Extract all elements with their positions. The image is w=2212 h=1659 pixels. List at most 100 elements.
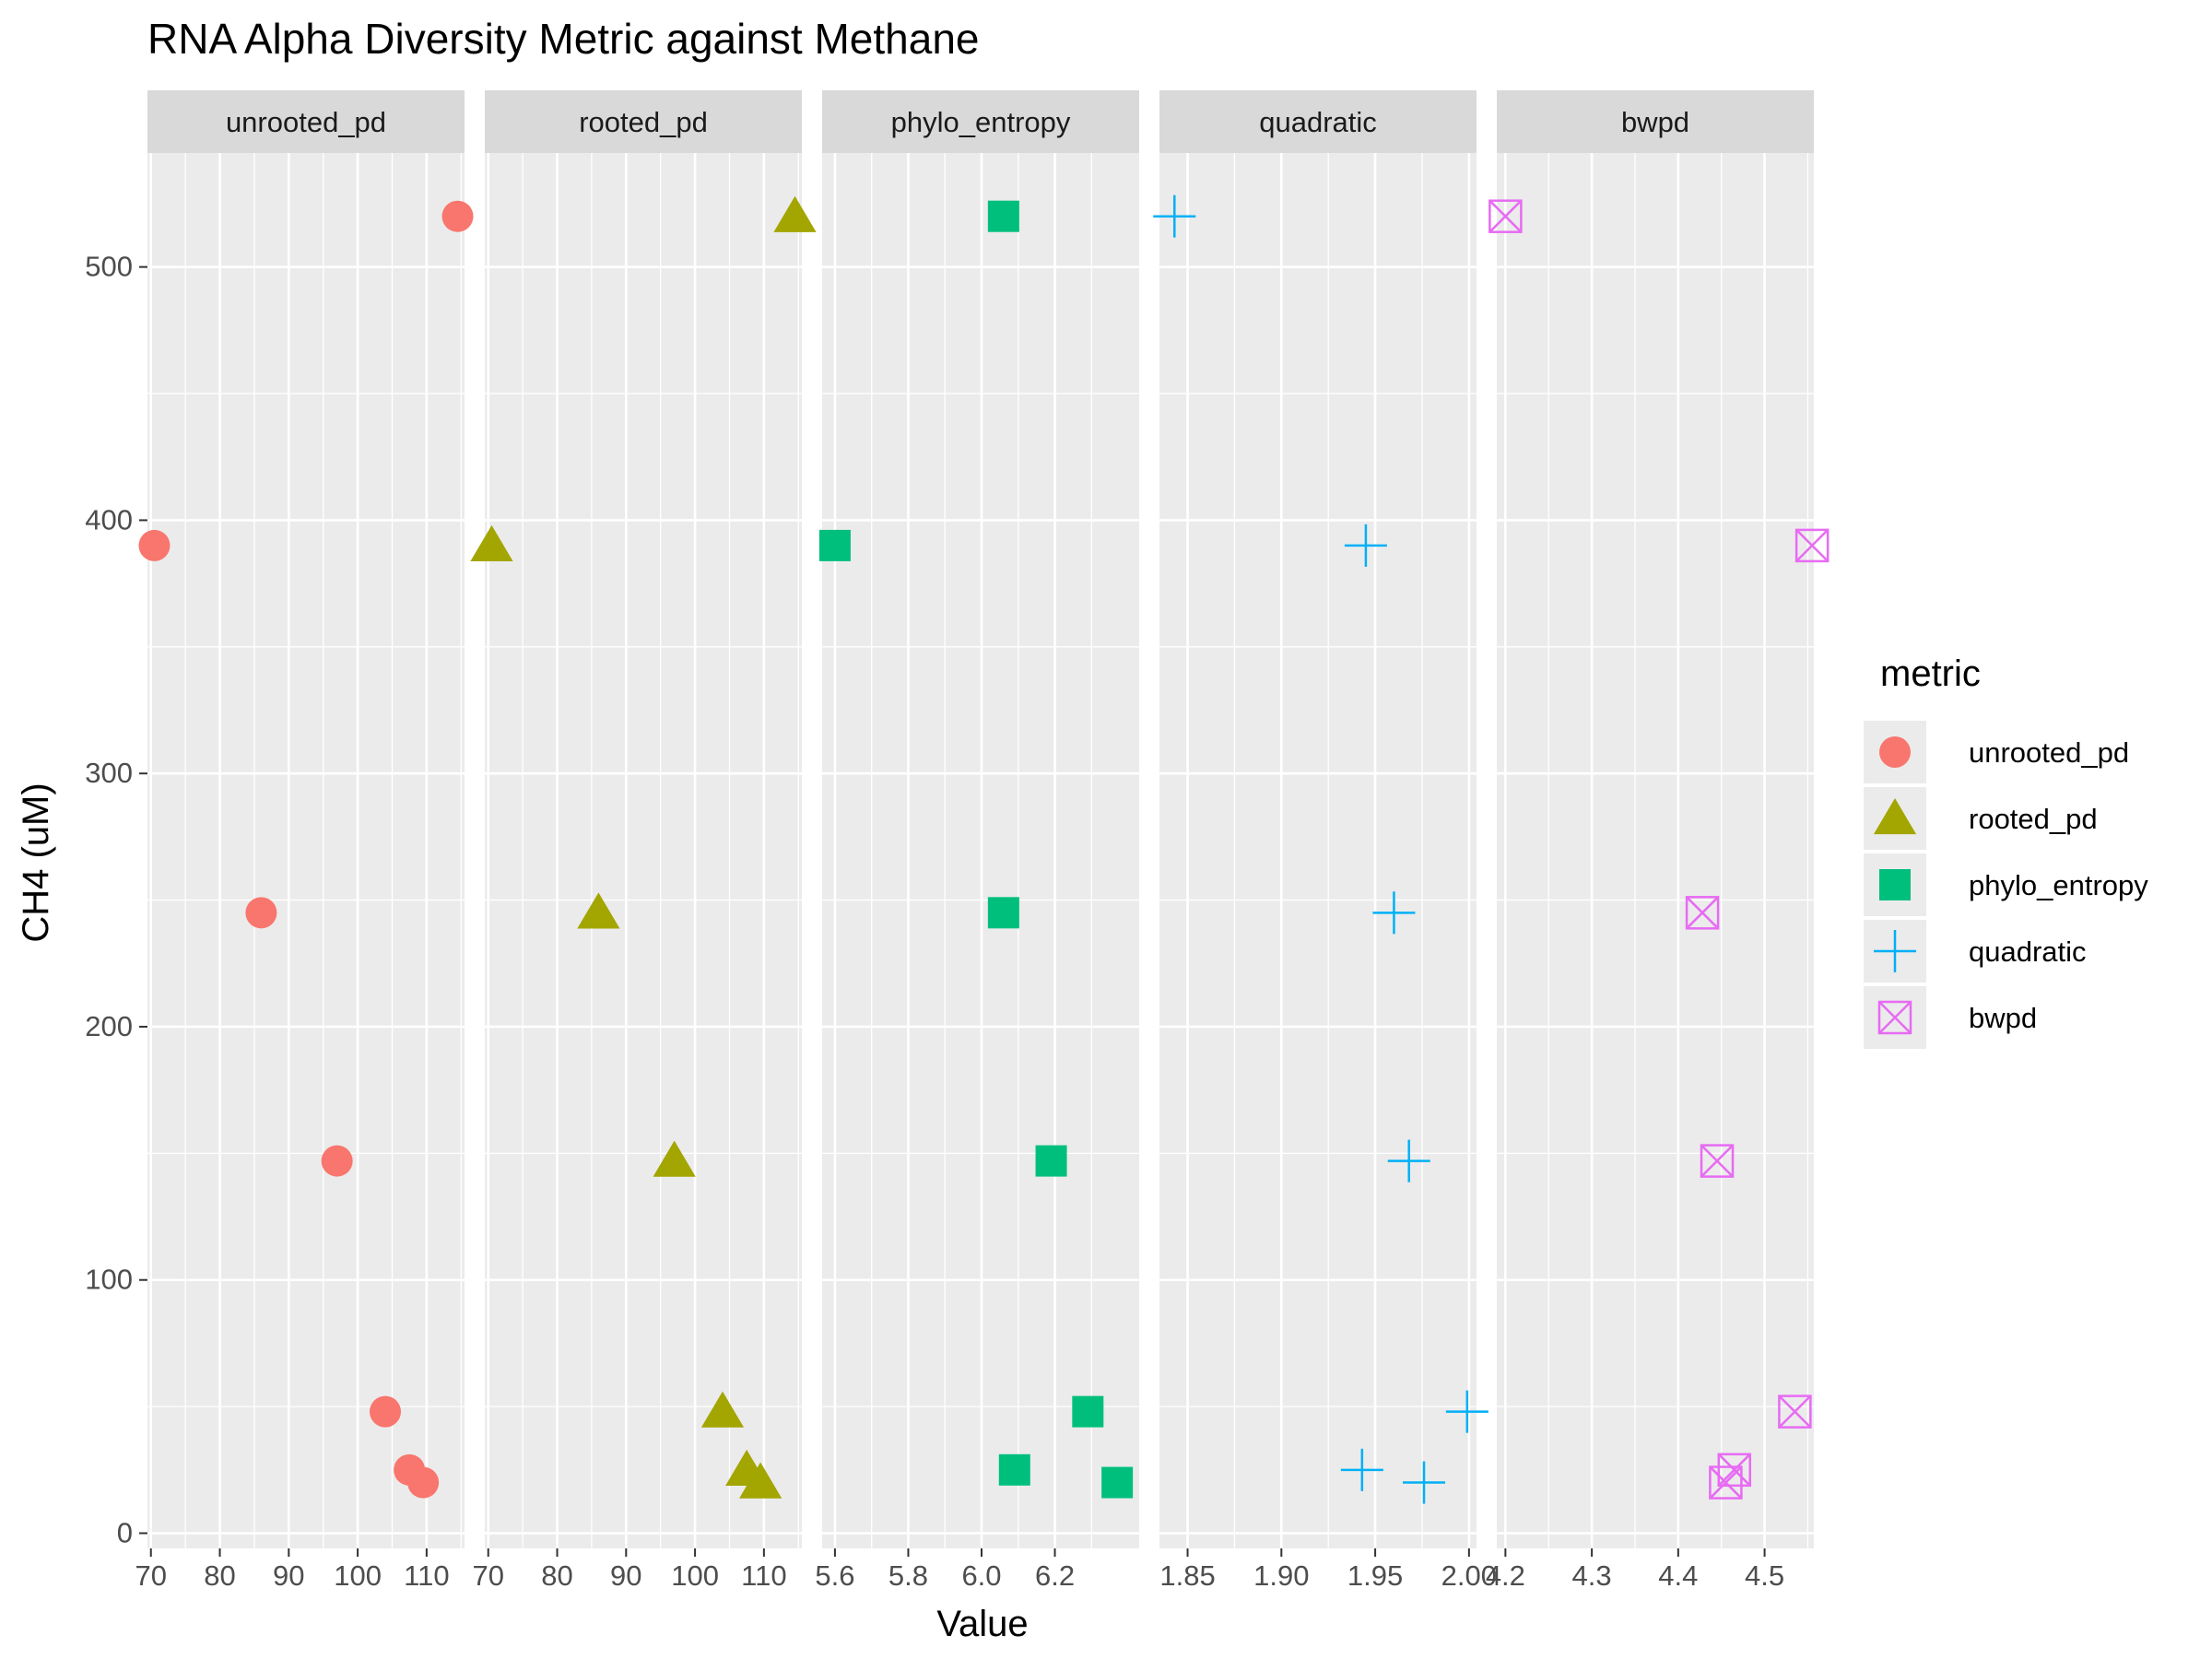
legend-entry-rooted_pd: rooted_pd (1864, 787, 2098, 850)
x-tick-label: 90 (610, 1559, 641, 1592)
y-tick-label: 300 (85, 757, 133, 789)
y-axis: 0 100 200 300 400 500 (85, 251, 147, 1549)
data-point (1344, 524, 1387, 567)
facet-strip-label: rooted_pd (579, 106, 708, 138)
x-tick-label: 1.95 (1347, 1559, 1403, 1592)
data-point (1153, 194, 1196, 238)
legend-entry-bwpd: bwpd (1864, 986, 2037, 1049)
data-point (987, 200, 1019, 232)
data-points-unrooted_pd (138, 200, 474, 1499)
legend-entry-unrooted_pd: unrooted_pd (1864, 721, 2129, 783)
panel-grid (1497, 153, 1814, 1548)
data-point (1372, 891, 1416, 935)
legend-marker (1874, 930, 1916, 972)
facet-strip (485, 90, 802, 153)
x-tick-label: 4.4 (1658, 1559, 1698, 1592)
panel-background (1159, 153, 1477, 1548)
panel-background (485, 153, 802, 1548)
facet-strip-label: quadratic (1259, 106, 1377, 138)
legend-entry-quadratic: quadratic (1864, 920, 2087, 982)
panel-grid (147, 153, 465, 1548)
data-point (1685, 896, 1720, 930)
x-tick-label: 6.0 (961, 1559, 1001, 1592)
legend-title: metric (1880, 653, 1981, 694)
data-points-phylo_entropy (818, 200, 1134, 1499)
x-tick-label: 1.85 (1159, 1559, 1215, 1592)
data-points-quadratic (1153, 194, 1488, 1504)
data-point (138, 529, 171, 561)
facet-panel-unrooted_pd: unrooted_pd 70 80 90 100 110 (135, 90, 474, 1592)
facet-strip (822, 90, 1139, 153)
data-point (1403, 1461, 1446, 1504)
panel-grid (822, 153, 1139, 1548)
panel-background (147, 153, 465, 1548)
data-point (700, 1391, 745, 1428)
data-point (998, 1453, 1030, 1486)
x-tick-label: 4.3 (1572, 1559, 1612, 1592)
facet-panels: unrooted_pd 70 80 90 100 110 rooted_pd 70 80 90 10… (135, 90, 1830, 1592)
data-points-rooted_pd (470, 195, 817, 1499)
legend-marker (1877, 1000, 1912, 1035)
facet-strip-label: unrooted_pd (226, 106, 386, 138)
panel-background (1497, 153, 1814, 1548)
data-point (1035, 1145, 1067, 1177)
y-tick-label: 200 (85, 1010, 133, 1042)
chart-title: RNA Alpha Diversity Metric against Metha… (147, 15, 980, 63)
data-point (441, 200, 474, 232)
y-axis-label: CH4 (uM) (16, 782, 56, 942)
data-point (773, 195, 817, 232)
x-tick-label: 2.00 (1441, 1559, 1497, 1592)
y-tick-label: 400 (85, 503, 133, 535)
x-tick-label: 110 (741, 1559, 786, 1592)
x-tick-label: 100 (671, 1559, 719, 1592)
facet-strip (1159, 90, 1477, 153)
legend-label: bwpd (1969, 1002, 2037, 1034)
x-tick-label: 4.2 (1486, 1559, 1525, 1592)
x-axis-label: Value (936, 1604, 1028, 1644)
x-tick-label: 100 (334, 1559, 382, 1592)
facet-strip-label: bwpd (1621, 106, 1689, 138)
data-point (370, 1395, 401, 1428)
data-point (470, 524, 513, 562)
data-point (321, 1145, 353, 1177)
facet-panel-rooted_pd: rooted_pd 70 80 90 100 110 (470, 90, 817, 1592)
data-point (987, 897, 1019, 929)
x-tick-label: 70 (472, 1559, 503, 1592)
legend-marker (1873, 798, 1917, 835)
x-tick-label: 1.90 (1253, 1559, 1309, 1592)
facet-strip (147, 90, 465, 153)
data-point (1700, 1144, 1735, 1178)
x-tick-label: 80 (541, 1559, 572, 1592)
data-point (245, 897, 277, 929)
x-tick-label: 6.2 (1035, 1559, 1075, 1592)
x-tick-label: 90 (273, 1559, 304, 1592)
legend-marker (1879, 736, 1911, 768)
facet-panel-bwpd: bwpd 4.2 4.3 4.4 4.5 (1486, 90, 1830, 1592)
x-tick-label: 70 (135, 1559, 166, 1592)
y-tick-label: 0 (117, 1517, 133, 1549)
data-points-bwpd (1488, 199, 1830, 1500)
data-point (1387, 1139, 1430, 1182)
data-point (1101, 1466, 1134, 1499)
x-tick-label: 5.8 (888, 1559, 928, 1592)
data-point (1709, 1465, 1743, 1500)
legend-label: rooted_pd (1969, 803, 2098, 835)
x-tick-label: 5.6 (815, 1559, 854, 1592)
panel-grid (1159, 153, 1477, 1548)
data-point (1072, 1395, 1104, 1428)
data-point (1488, 199, 1523, 233)
legend: metric unrooted_pd rooted_pd phylo_entropy… (1864, 653, 2186, 1049)
legend-entry-phylo_entropy: phylo_entropy (1864, 853, 2148, 916)
facet-strip (1497, 90, 1814, 153)
data-point (1445, 1390, 1488, 1433)
data-point (577, 892, 620, 929)
legend-label: quadratic (1969, 935, 2087, 968)
y-tick-label: 100 (85, 1264, 133, 1296)
facet-panel-phylo_entropy: phylo_entropy 5.6 5.8 6.0 6.2 (815, 90, 1139, 1592)
panel-grid (485, 153, 802, 1548)
data-point (818, 529, 851, 561)
data-point (739, 1462, 782, 1499)
legend-marker (1879, 869, 1911, 900)
y-tick-label: 500 (85, 251, 133, 283)
